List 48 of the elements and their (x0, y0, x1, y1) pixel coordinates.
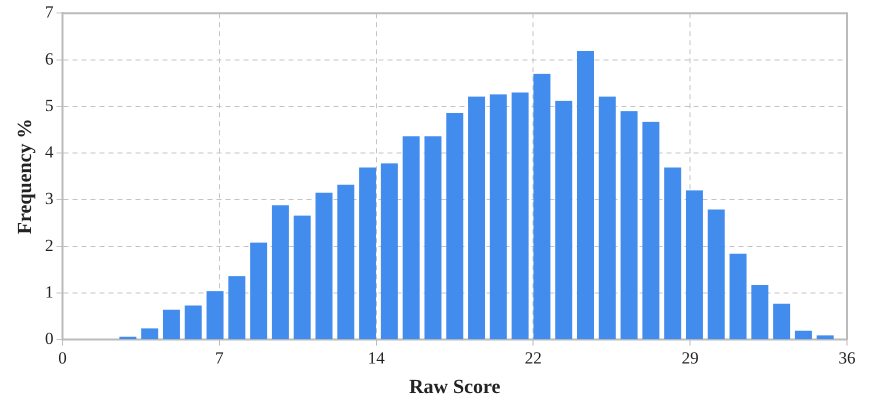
bar (402, 136, 420, 340)
bar (620, 111, 638, 340)
bar (272, 205, 289, 340)
bar (730, 254, 747, 340)
bar (228, 276, 246, 340)
y-tick-label: 2 (45, 236, 54, 255)
x-axis-title: Raw Score (409, 376, 501, 398)
bar (380, 163, 398, 340)
bar (642, 122, 660, 340)
bar (206, 291, 224, 340)
y-axis-title: Frequency % (14, 118, 36, 234)
bar (162, 310, 180, 340)
y-tick-label: 3 (45, 189, 54, 208)
bar (316, 192, 332, 340)
bar (577, 50, 594, 340)
bar (533, 74, 550, 340)
bar (773, 304, 790, 340)
bar (794, 330, 812, 340)
bar (512, 92, 529, 340)
bar (490, 94, 507, 340)
x-tick-label: 36 (838, 348, 856, 368)
bar (359, 168, 376, 340)
bar (555, 100, 572, 340)
bar (664, 168, 682, 340)
bar (708, 210, 725, 340)
y-tick-label: 5 (45, 96, 54, 115)
bar (294, 216, 311, 340)
bar (816, 335, 834, 340)
x-tick-label: 29 (682, 348, 699, 368)
y-tick-label: 1 (45, 282, 54, 302)
y-tick-label: 0 (45, 329, 54, 348)
bar (337, 184, 354, 340)
y-tick-label: 7 (45, 2, 54, 22)
bar (686, 190, 703, 340)
y-tick-label: 6 (45, 49, 54, 68)
y-tick-label: 4 (45, 142, 54, 162)
bar (184, 306, 202, 340)
x-tick-label: 0 (58, 348, 67, 368)
bar (424, 136, 442, 340)
bar (751, 285, 768, 340)
bar (598, 96, 616, 340)
x-tick-label: 7 (215, 348, 224, 368)
x-tick-label: 22 (524, 348, 542, 368)
bar (250, 242, 268, 340)
bar (468, 96, 486, 340)
x-tick-label: 14 (368, 348, 386, 368)
bar (446, 112, 464, 340)
bar (141, 328, 158, 340)
